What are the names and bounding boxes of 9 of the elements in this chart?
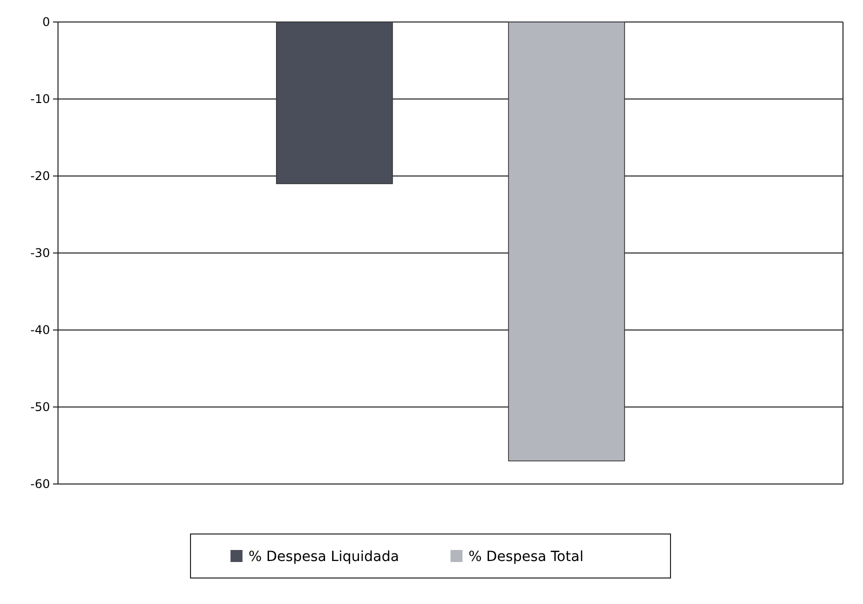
y-tick-label: -50	[30, 400, 50, 414]
y-tick-label: -60	[30, 477, 50, 492]
y-tick-label: 0	[42, 15, 50, 30]
legend-label: % Despesa Liquidada	[248, 548, 400, 565]
legend-label: % Despesa Total	[468, 548, 584, 565]
y-tick-label: -10	[30, 92, 50, 106]
y-tick-label: -30	[30, 246, 50, 260]
y-tick-label: -20	[30, 169, 50, 184]
y-tick-label: -40	[30, 323, 50, 338]
